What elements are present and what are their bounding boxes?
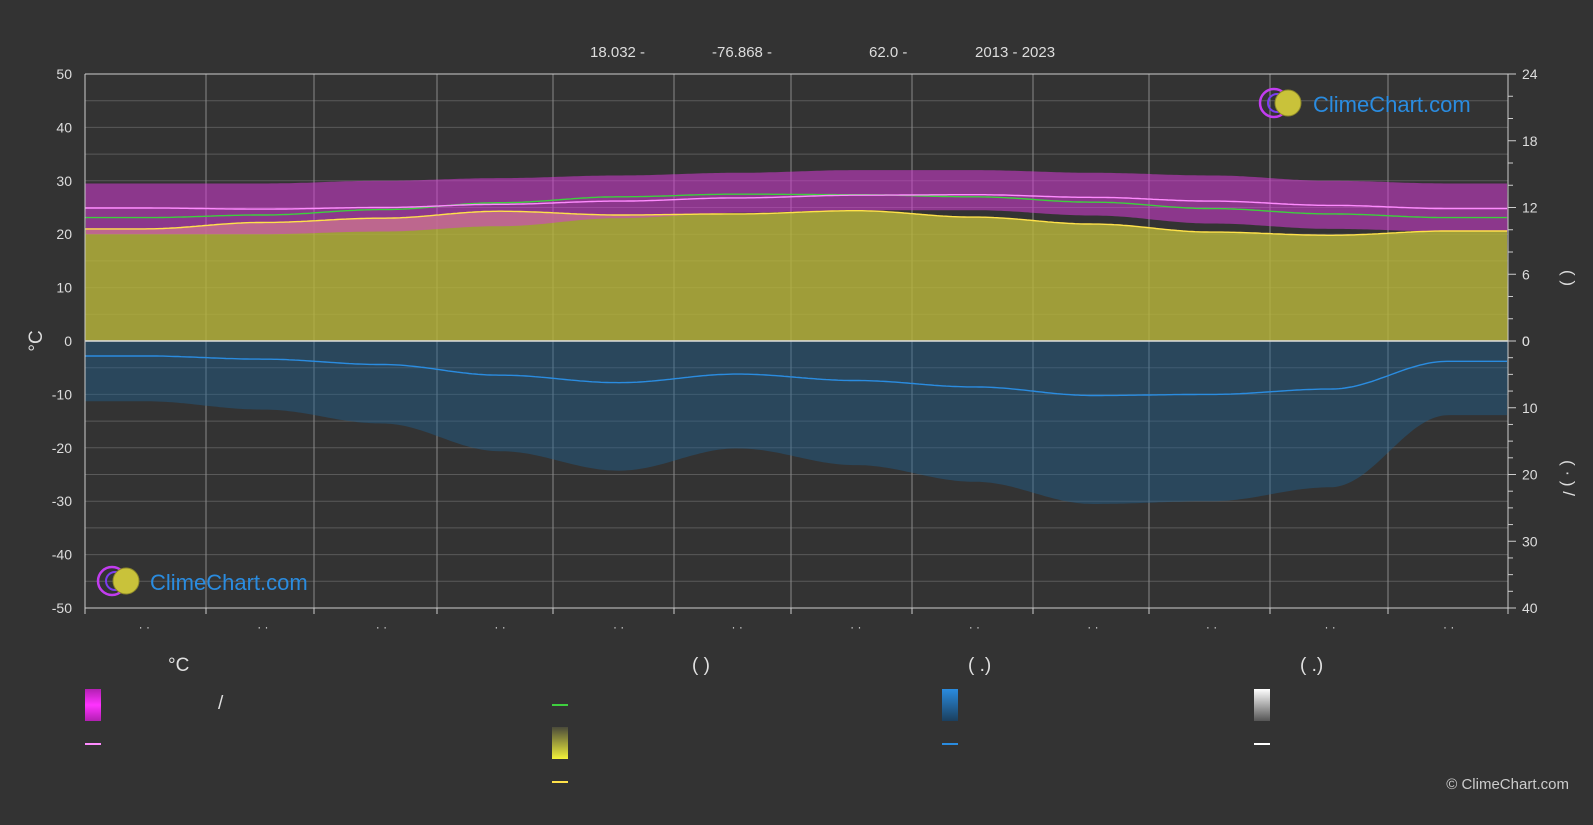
x-tick-label: · · [1206, 620, 1217, 634]
header-latitude: 18.032 - [590, 44, 645, 61]
sunshine-area [85, 210, 1508, 341]
left-tick-label: -40 [52, 547, 72, 563]
left-tick-label: 30 [56, 173, 72, 189]
x-tick-label: · · [139, 620, 150, 634]
legend-col4-header: ( .) [1300, 655, 1324, 676]
left-tick-label: -10 [52, 386, 72, 402]
left-tick-label: 0 [64, 333, 72, 349]
header-longitude: -76.868 - [712, 44, 772, 61]
legend: °C ( ) ( .) ( .) / [0, 655, 1593, 825]
right-bottom-tick-label: 0 [1522, 333, 1530, 349]
x-tick-label: · · [257, 620, 268, 634]
left-tick-label: -20 [52, 440, 72, 456]
right-bottom-tick-label: 20 [1522, 467, 1538, 483]
precip-line [85, 355, 1507, 397]
right-bottom-axis-label: ( · ) / [1559, 460, 1578, 496]
x-tick-label: · · [1087, 620, 1098, 634]
logo-text: ClimeChart.com [1313, 92, 1471, 117]
logo-sun-icon [1274, 89, 1302, 117]
left-tick-label: 50 [56, 66, 72, 82]
legend-swatch-sunshine [552, 727, 568, 759]
header-years: 2013 - 2023 [975, 44, 1055, 61]
left-tick-label: 20 [56, 226, 72, 242]
mean-temp-line [85, 193, 1507, 219]
x-tick-label: · · [1443, 620, 1454, 634]
right-bottom-tick-label: 30 [1522, 533, 1538, 549]
legend-col3-header: ( .) [968, 655, 992, 676]
x-tick-label: · · [613, 620, 624, 634]
x-tick-label: · · [969, 620, 980, 634]
copyright: © ClimeChart.com [1446, 776, 1569, 793]
right-top-tick-label: 12 [1522, 200, 1538, 216]
legend-swatch-white [1254, 689, 1270, 721]
right-bottom-tick-label: 10 [1522, 400, 1538, 416]
x-tick-label: · · [850, 620, 861, 634]
legend-swatch-precip [942, 689, 958, 721]
left-tick-label: 10 [56, 280, 72, 296]
legend-swatch-white-line [1254, 743, 1270, 745]
legend-swatch-yellow-line [552, 781, 568, 783]
x-tick-label: · · [494, 620, 505, 634]
legend-separator: / [218, 693, 224, 714]
legend-swatch-temp-range [85, 689, 101, 721]
x-tick-label: · · [376, 620, 387, 634]
max-temp-line-line [85, 194, 1507, 210]
watermark-bottom-left: ClimeChart.com [96, 565, 308, 597]
sunshine-line-line [85, 210, 1507, 236]
right-top-tick-label: 0 [1522, 333, 1530, 349]
left-tick-label: -30 [52, 493, 72, 509]
x-tick-label: · · [732, 620, 743, 634]
right-bottom-tick-label: 40 [1522, 600, 1538, 616]
right-top-tick-label: 18 [1522, 133, 1538, 149]
header-elevation: 62.0 - [869, 44, 907, 61]
legend-swatch-blue-line [942, 743, 958, 745]
x-tick-label: · · [1324, 620, 1335, 634]
left-tick-label: -50 [52, 600, 72, 616]
temp-range-band [85, 170, 1508, 235]
legend-swatch-pink-line [85, 743, 101, 745]
climate-chart: 50403020100-10-20-30-40-50°C241812600102… [26, 44, 1578, 634]
right-top-tick-label: 24 [1522, 66, 1538, 82]
right-top-tick-label: 6 [1522, 266, 1530, 282]
left-tick-label: 40 [56, 119, 72, 135]
watermark-top-right: ClimeChart.com [1258, 87, 1471, 119]
legend-col1-header: °C [168, 655, 190, 676]
precip-area [85, 341, 1508, 504]
left-axis-label: °C [26, 330, 47, 351]
logo-text: ClimeChart.com [150, 570, 308, 595]
logo-sun-icon [112, 567, 140, 595]
right-top-axis-label: ( ) [1559, 270, 1578, 286]
legend-col2-header: ( ) [692, 655, 710, 676]
legend-swatch-green-line [552, 704, 568, 706]
